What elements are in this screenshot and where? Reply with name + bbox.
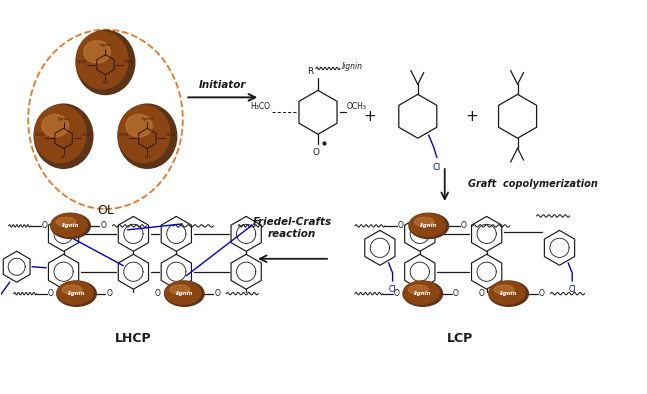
- Text: O: O: [214, 289, 220, 297]
- Ellipse shape: [34, 105, 86, 163]
- Text: O: O: [100, 221, 106, 230]
- Text: OCH₃: OCH₃: [166, 133, 176, 138]
- Text: O: O: [398, 221, 404, 230]
- Ellipse shape: [57, 281, 96, 306]
- Ellipse shape: [34, 104, 93, 168]
- Ellipse shape: [118, 104, 177, 168]
- Text: lignin: lignin: [420, 223, 437, 229]
- Ellipse shape: [494, 285, 514, 294]
- Text: Graft  copolymerization: Graft copolymerization: [468, 179, 598, 189]
- Ellipse shape: [165, 281, 201, 304]
- Text: H₃CO: H₃CO: [76, 59, 87, 63]
- Ellipse shape: [42, 114, 69, 137]
- Text: OL: OL: [97, 204, 114, 217]
- Text: OH: OH: [61, 154, 67, 159]
- Text: OCH₃: OCH₃: [124, 59, 134, 63]
- Ellipse shape: [408, 285, 428, 294]
- Text: LCP: LCP: [446, 331, 473, 344]
- Text: O: O: [48, 289, 54, 297]
- Text: O: O: [479, 289, 485, 297]
- Ellipse shape: [118, 105, 170, 163]
- Ellipse shape: [403, 281, 443, 306]
- Ellipse shape: [84, 41, 111, 63]
- Text: OCH₃: OCH₃: [82, 133, 93, 138]
- Text: OH: OH: [144, 154, 150, 159]
- Text: OCH₃: OCH₃: [347, 102, 367, 111]
- Text: lignin: lignin: [68, 291, 85, 296]
- Text: H₃CO: H₃CO: [34, 133, 45, 138]
- Text: H₃CO: H₃CO: [118, 133, 128, 138]
- Text: lignin: lignin: [62, 223, 79, 229]
- Text: H₃CO: H₃CO: [250, 102, 270, 111]
- Text: O: O: [155, 289, 160, 297]
- Ellipse shape: [51, 214, 87, 236]
- Text: Cl: Cl: [433, 163, 441, 172]
- Ellipse shape: [76, 30, 135, 95]
- Text: lignin: lignin: [175, 291, 193, 296]
- Text: Initiator: Initiator: [199, 80, 246, 90]
- Ellipse shape: [62, 285, 82, 294]
- Text: lignin: lignin: [100, 43, 111, 47]
- Text: lignin: lignin: [142, 117, 153, 121]
- Text: O: O: [313, 148, 320, 157]
- Text: lignin: lignin: [414, 291, 432, 296]
- Text: O: O: [453, 289, 459, 297]
- Text: OH: OH: [102, 81, 109, 85]
- Text: Friedel-Crafts
reaction: Friedel-Crafts reaction: [252, 217, 332, 239]
- Text: O: O: [538, 289, 544, 297]
- Ellipse shape: [489, 281, 529, 306]
- Text: LHCP: LHCP: [115, 331, 151, 344]
- Ellipse shape: [170, 285, 190, 294]
- Text: lignin: lignin: [342, 63, 363, 71]
- Text: Cl: Cl: [569, 285, 576, 294]
- Text: lignin: lignin: [58, 117, 70, 121]
- Text: +: +: [465, 109, 478, 124]
- Ellipse shape: [126, 114, 152, 137]
- Ellipse shape: [164, 281, 204, 306]
- Ellipse shape: [489, 281, 525, 304]
- Ellipse shape: [56, 217, 76, 227]
- Text: Cl: Cl: [389, 285, 397, 294]
- Ellipse shape: [50, 213, 91, 238]
- Text: R: R: [307, 67, 313, 76]
- Text: lignin: lignin: [500, 291, 518, 296]
- Text: O: O: [107, 289, 113, 297]
- Ellipse shape: [415, 217, 434, 227]
- Ellipse shape: [403, 281, 439, 304]
- Text: +: +: [364, 109, 377, 124]
- Text: O: O: [394, 289, 400, 297]
- Ellipse shape: [76, 32, 128, 89]
- Ellipse shape: [57, 281, 93, 304]
- Ellipse shape: [410, 214, 445, 236]
- Ellipse shape: [409, 213, 448, 238]
- Text: O: O: [41, 221, 47, 230]
- Text: O: O: [461, 221, 466, 230]
